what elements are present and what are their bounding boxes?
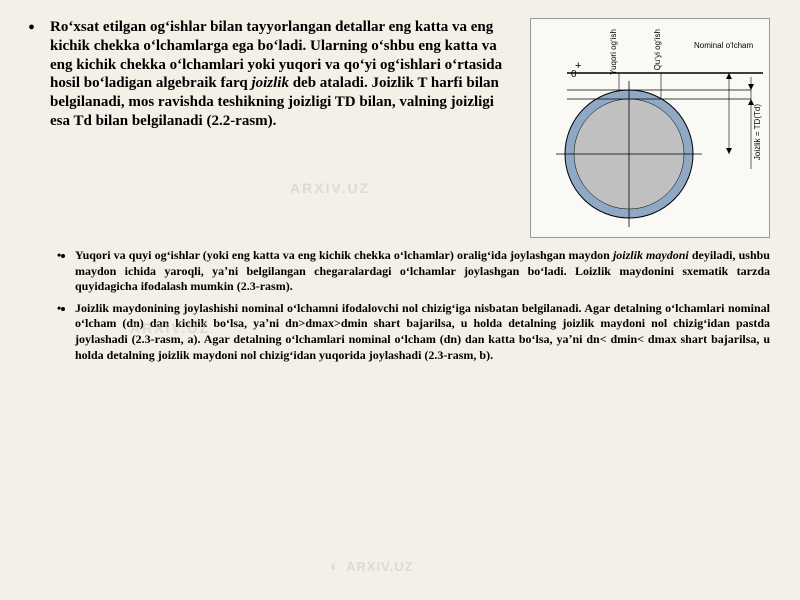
diagram-svg: + 0 [531, 19, 771, 239]
top-row: • Roʻxsat etilgan ogʻishlar bilan tayyor… [50, 18, 770, 238]
main-text-italic: joizlik [251, 75, 289, 91]
watermark-3: ARXIV.UZ [330, 558, 414, 575]
sub1-part-a: Yuqori va quyi ogʻishlar (yoki eng katta… [75, 248, 613, 262]
main-bullet-marker: • [28, 18, 35, 38]
tolerance-diagram: + 0 Yuqori ogʻish Quʻyi ogʻish Nominal o… [530, 18, 770, 238]
sub-bullet-1: Yuqori va quyi ogʻishlar (yoki eng katta… [75, 248, 770, 295]
zero-label: 0 [571, 69, 577, 80]
arrow-nom-top [726, 73, 732, 79]
label-joizlik: Joizlik = TD(Td) [753, 104, 762, 160]
label-yuqori: Yuqori ogʻish [609, 29, 618, 75]
main-bullet-text: Roʻxsat etilgan ogʻishlar bilan tayyorla… [50, 18, 515, 238]
arrow-j-1 [748, 84, 754, 90]
slide-container: • Roʻxsat etilgan ogʻishlar bilan tayyor… [0, 0, 800, 600]
sub2-text: Joizlik maydonining joylashishi nominal … [75, 301, 770, 362]
label-nominal: Nominal oʻlcham [694, 41, 753, 50]
sub1-italic: joizlik maydoni [613, 248, 689, 262]
sub-bullet-list: Yuqori va quyi ogʻishlar (yoki eng katta… [50, 248, 770, 363]
arrow-nom-bot [726, 148, 732, 154]
sub-bullet-2: Joizlik maydonining joylashishi nominal … [75, 301, 770, 363]
label-quyi: Quʻyi ogʻish [653, 29, 662, 70]
